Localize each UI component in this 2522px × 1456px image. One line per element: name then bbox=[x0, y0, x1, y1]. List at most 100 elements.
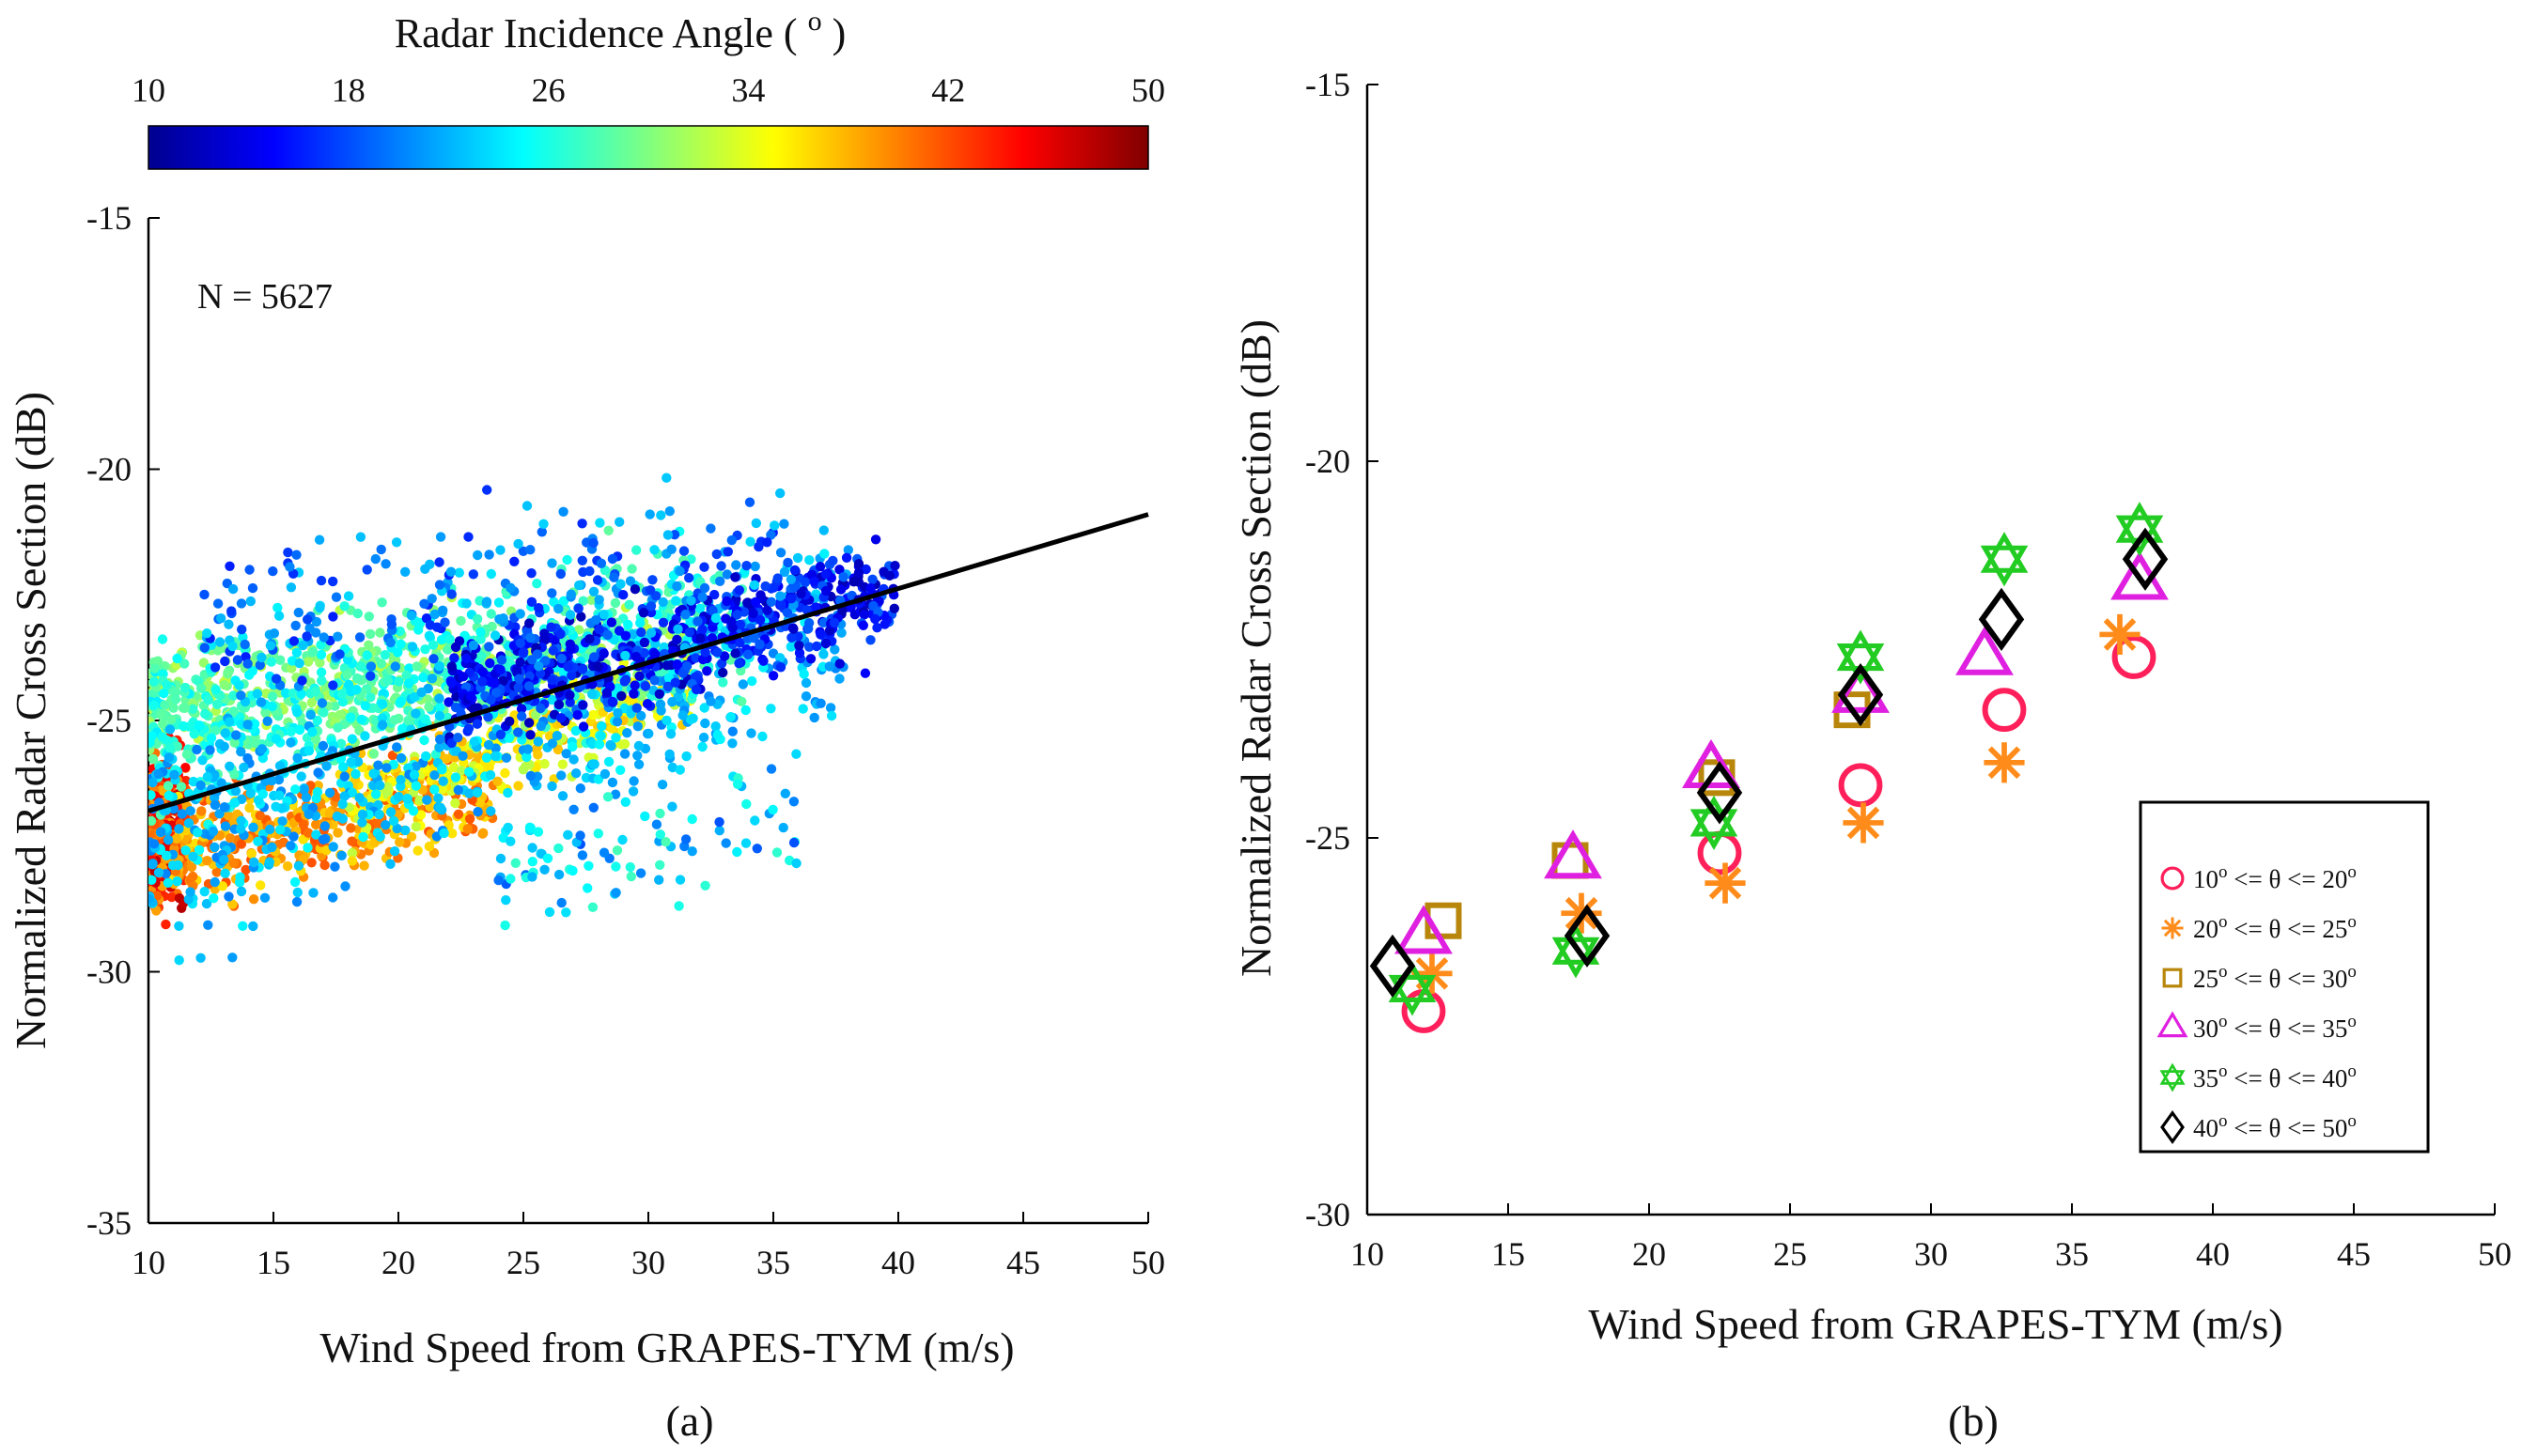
scatter-point bbox=[607, 777, 618, 788]
scatter-point bbox=[433, 793, 444, 803]
scatter-point bbox=[715, 576, 725, 586]
scatter-point bbox=[395, 837, 405, 847]
scatter-point bbox=[316, 649, 327, 660]
scatter-point bbox=[406, 611, 417, 621]
scatter-point bbox=[351, 685, 362, 695]
data-point-triangle bbox=[1955, 626, 2014, 675]
scatter-point bbox=[424, 630, 435, 641]
scatter-point bbox=[253, 836, 263, 846]
scatter-point bbox=[291, 896, 303, 907]
scatter-point bbox=[630, 651, 642, 662]
scatter-point bbox=[249, 857, 259, 868]
scatter-point bbox=[672, 659, 682, 670]
scatter-point bbox=[495, 853, 506, 864]
scatter-point bbox=[444, 634, 455, 644]
scatter-point bbox=[693, 616, 703, 627]
scatter-point bbox=[364, 640, 374, 650]
scatter-point bbox=[256, 880, 266, 891]
legend-marker-circle bbox=[2160, 866, 2185, 891]
scatter-point bbox=[265, 641, 276, 651]
scatter-point bbox=[662, 681, 674, 691]
scatter-point bbox=[786, 642, 796, 652]
data-point-asterisk bbox=[1843, 802, 1884, 844]
axis-a-y-tick-label: -15 bbox=[86, 199, 132, 237]
scatter-point bbox=[370, 553, 381, 565]
scatter-point bbox=[205, 745, 215, 755]
scatter-point bbox=[522, 751, 532, 763]
scatter-point bbox=[446, 677, 457, 689]
scatter-point bbox=[636, 627, 646, 638]
scatter-point bbox=[628, 786, 639, 797]
scatter-point bbox=[570, 725, 582, 736]
scatter-point bbox=[382, 782, 393, 792]
scatter-point bbox=[148, 676, 160, 687]
scatter-point bbox=[534, 661, 544, 672]
scatter-point bbox=[593, 661, 603, 672]
scatter-point bbox=[199, 887, 210, 897]
scatter-point bbox=[731, 560, 741, 570]
scatter-point bbox=[292, 887, 303, 898]
scatter-point bbox=[188, 851, 198, 862]
scatter-point bbox=[558, 596, 569, 606]
scatter-point bbox=[217, 881, 227, 891]
scatter-point bbox=[355, 532, 366, 542]
scatter-point bbox=[197, 755, 208, 766]
series-5 bbox=[1388, 502, 2164, 1016]
scatter-point bbox=[228, 858, 240, 868]
scatter-point bbox=[153, 867, 164, 878]
scatter-point bbox=[472, 787, 483, 798]
scatter-point bbox=[318, 834, 329, 844]
scatter-point bbox=[618, 590, 629, 600]
data-point-triangle bbox=[1544, 829, 1602, 879]
scatter-point bbox=[645, 585, 656, 596]
scatter-point bbox=[664, 749, 675, 760]
scatter-point bbox=[675, 875, 686, 885]
scatter-point bbox=[722, 596, 732, 607]
scatter-point bbox=[501, 752, 512, 763]
scatter-point bbox=[865, 582, 876, 594]
scatter-point bbox=[335, 649, 345, 659]
scatter-point bbox=[236, 839, 247, 849]
scatter-point bbox=[157, 634, 168, 644]
scatter-point bbox=[517, 711, 527, 721]
scatter-point bbox=[721, 838, 731, 848]
scatter-point bbox=[427, 594, 437, 604]
scatter-point bbox=[453, 809, 464, 819]
scatter-point bbox=[712, 647, 723, 658]
data-point-circle bbox=[1982, 688, 2027, 733]
legend-item: 20o <= θ <= 25o bbox=[2161, 912, 2357, 943]
scatter-point bbox=[722, 569, 733, 580]
scatter-point bbox=[288, 831, 299, 842]
scatter-point bbox=[225, 833, 236, 844]
scatter-point bbox=[624, 599, 634, 610]
scatter-point bbox=[549, 596, 559, 607]
scatter-point bbox=[620, 797, 630, 807]
scatter-point bbox=[563, 829, 573, 840]
data-point-triangle bbox=[1831, 663, 1890, 713]
scatter-point bbox=[597, 720, 607, 732]
scatter-point bbox=[354, 632, 366, 643]
scatter-point bbox=[269, 628, 280, 639]
scatter-point bbox=[242, 720, 253, 730]
legend: 10o <= θ <= 20o 20o <= θ <= 25o 25o <= θ <… bbox=[2139, 800, 2430, 1154]
scatter-point bbox=[163, 752, 174, 763]
scatter-point bbox=[656, 510, 666, 520]
scatter-point bbox=[619, 676, 630, 687]
scatter-point bbox=[450, 798, 460, 809]
scatter-point bbox=[522, 501, 533, 511]
axis-a-x-tick-label: 20 bbox=[381, 1244, 415, 1281]
scatter-point bbox=[684, 627, 695, 638]
scatter-point bbox=[590, 615, 601, 626]
caption-a: (a) bbox=[665, 1397, 713, 1445]
scatter-point bbox=[747, 675, 757, 687]
scatter-point bbox=[244, 565, 255, 575]
scatter-point bbox=[372, 819, 383, 829]
scatter-point bbox=[594, 595, 604, 605]
scatter-point bbox=[553, 843, 564, 854]
scatter-point bbox=[339, 791, 350, 801]
legend-marker-square bbox=[2162, 968, 2183, 988]
axis-a-y-tick-label: -30 bbox=[86, 953, 132, 991]
data-point-circle bbox=[2111, 635, 2156, 679]
scatter-point bbox=[448, 762, 459, 773]
scatter-point bbox=[432, 622, 443, 632]
